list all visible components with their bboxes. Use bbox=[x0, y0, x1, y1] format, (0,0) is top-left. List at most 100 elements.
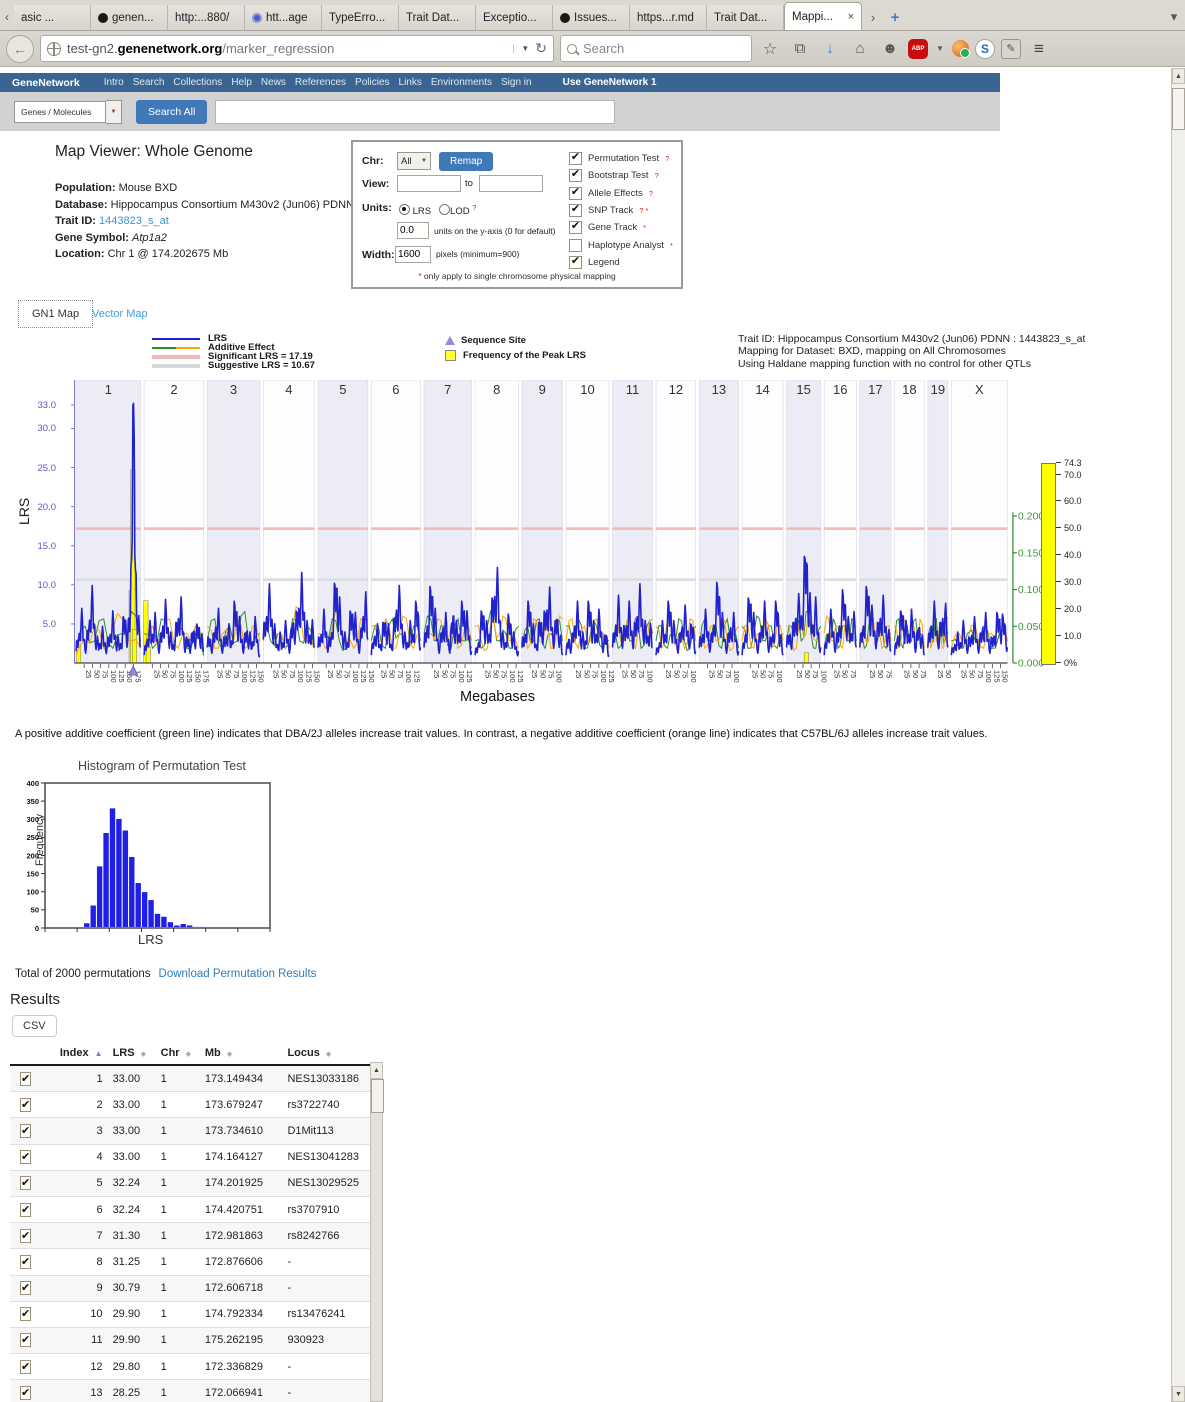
table-scrollbar[interactable]: ▲ bbox=[370, 1062, 384, 1402]
column-header-chr[interactable]: Chr ◆ bbox=[160, 1047, 192, 1059]
scroll-up-icon[interactable]: ▲ bbox=[1172, 68, 1185, 84]
table-row[interactable]: ✔ 9 30.79 1 172.606718- bbox=[10, 1275, 370, 1302]
row-checkbox-icon[interactable]: ✔ bbox=[20, 1176, 32, 1191]
home-icon[interactable]: ⌂ bbox=[855, 40, 865, 57]
option-bootstrap-test[interactable]: ✔ Bootstrap Test? bbox=[569, 168, 659, 183]
checkbox-icon[interactable] bbox=[569, 238, 582, 252]
nav-link-collections[interactable]: Collections bbox=[173, 77, 223, 88]
option-snp-track[interactable]: ✔ SNP Track? * bbox=[569, 203, 649, 218]
nav-link-environments[interactable]: Environments bbox=[430, 77, 493, 88]
reload-icon[interactable]: ↻ bbox=[535, 40, 547, 56]
downloads-icon[interactable]: ↓ bbox=[826, 40, 834, 57]
table-row[interactable]: ✔ 1 33.00 1 173.149434 NES13033186 bbox=[10, 1066, 370, 1093]
view-to-input[interactable] bbox=[479, 175, 543, 192]
new-tab-button[interactable]: + bbox=[890, 8, 900, 26]
table-row[interactable]: ✔ 12 29.80 1 172.336829- bbox=[10, 1354, 370, 1381]
site-identity-icon[interactable] bbox=[47, 41, 61, 56]
table-row[interactable]: ✔ 8 31.25 1 172.876606- bbox=[10, 1249, 370, 1276]
row-checkbox-icon[interactable]: ✔ bbox=[20, 1385, 32, 1400]
trait-id-link[interactable]: 1443823_s_at bbox=[99, 215, 169, 227]
tab-vector-map[interactable]: Vector Map bbox=[92, 308, 148, 320]
column-header-index[interactable]: Index ▲ bbox=[59, 1047, 103, 1059]
table-row[interactable]: ✔ 5 32.24 1 174.201925 NES13029525 bbox=[10, 1170, 370, 1197]
table-scrollbar-thumb[interactable] bbox=[371, 1079, 384, 1113]
row-checkbox-icon[interactable]: ✔ bbox=[20, 1281, 32, 1296]
nav-link-intro[interactable]: Intro bbox=[103, 77, 124, 88]
nav-link-links[interactable]: Links bbox=[398, 77, 422, 88]
table-row[interactable]: ✔ 7 31.30 1 172.981863 rs8242766 bbox=[10, 1223, 370, 1250]
browser-tab-7[interactable]: Exceptio... bbox=[476, 5, 553, 30]
option-permutation-test[interactable]: ✔ Permutation Test? bbox=[569, 151, 670, 166]
search-all-button[interactable]: Search All bbox=[136, 99, 208, 124]
checkbox-icon[interactable]: ✔ bbox=[569, 185, 582, 200]
browser-tab-8[interactable]: Issues... bbox=[553, 5, 630, 30]
row-checkbox-icon[interactable]: ✔ bbox=[20, 1359, 32, 1374]
column-header-locus[interactable]: Locus ◆ bbox=[287, 1047, 332, 1059]
row-checkbox-icon[interactable]: ✔ bbox=[20, 1333, 32, 1348]
row-checkbox-icon[interactable]: ✔ bbox=[20, 1228, 32, 1243]
page-scrollbar[interactable]: ▲ ▼ bbox=[1171, 68, 1185, 1402]
row-checkbox-icon[interactable]: ✔ bbox=[20, 1307, 32, 1322]
search-category-select[interactable]: Genes / Molecules bbox=[14, 100, 106, 123]
checkbox-icon[interactable]: ✔ bbox=[569, 203, 582, 218]
menu-hamburger-icon[interactable]: ≡ bbox=[1034, 38, 1044, 58]
row-checkbox-icon[interactable]: ✔ bbox=[20, 1202, 32, 1217]
option-legend[interactable]: ✔ Legend bbox=[569, 254, 620, 269]
nav-link-references[interactable]: References bbox=[294, 77, 347, 88]
row-checkbox-icon[interactable]: ✔ bbox=[20, 1097, 32, 1112]
width-input[interactable] bbox=[395, 246, 431, 263]
chat-icon[interactable]: ☻ bbox=[882, 40, 898, 57]
tab-scroll-left-icon[interactable]: ‹ bbox=[5, 10, 9, 24]
gn-brand[interactable]: GeneNetwork bbox=[12, 76, 80, 89]
browser-tab-6[interactable]: Trait Dat... bbox=[399, 5, 476, 30]
use-genenetwork1-link[interactable]: Use GeneNetwork 1 bbox=[562, 77, 657, 88]
lrs-radio[interactable] bbox=[399, 204, 410, 215]
site-search-input[interactable] bbox=[215, 99, 616, 124]
browser-tab-5[interactable]: TypeErro... bbox=[322, 5, 399, 30]
adblock-caret-icon[interactable]: ▼ bbox=[936, 44, 944, 53]
table-row[interactable]: ✔ 2 33.00 1 173.679247 rs3722740 bbox=[10, 1092, 370, 1119]
url-dropdown-caret-icon[interactable]: ▼ bbox=[513, 44, 529, 53]
browser-search-field[interactable]: Search bbox=[560, 35, 752, 62]
page-scrollbar-thumb[interactable] bbox=[1172, 88, 1185, 130]
browser-tab-4[interactable]: htt...age bbox=[245, 5, 322, 30]
table-scroll-up-icon[interactable]: ▲ bbox=[371, 1063, 382, 1079]
table-row[interactable]: ✔ 10 29.90 1 174.792334 rs13476241 bbox=[10, 1302, 370, 1328]
table-row[interactable]: ✔ 6 32.24 1 174.420751 rs3707910 bbox=[10, 1197, 370, 1224]
y-units-input[interactable] bbox=[397, 222, 429, 239]
browser-tab-1[interactable]: asic ... bbox=[14, 5, 91, 30]
tab-close-icon[interactable]: × bbox=[847, 10, 854, 23]
s-addon-icon[interactable]: S bbox=[975, 38, 995, 59]
checkbox-icon[interactable]: ✔ bbox=[569, 254, 582, 269]
checkbox-icon[interactable]: ✔ bbox=[569, 168, 582, 183]
browser-tab-10[interactable]: Trait Dat... bbox=[707, 5, 784, 30]
browser-tab-11[interactable]: Mappi... × bbox=[784, 2, 862, 30]
nav-link-news[interactable]: News bbox=[260, 77, 286, 88]
browser-tab-9[interactable]: https...r.md bbox=[630, 5, 707, 30]
option-gene-track[interactable]: ✔ Gene Track * bbox=[569, 220, 647, 235]
row-checkbox-icon[interactable]: ✔ bbox=[20, 1123, 32, 1138]
tab-gn1-map[interactable]: GN1 Map bbox=[18, 300, 94, 328]
nav-link-sign-in[interactable]: Sign in bbox=[501, 77, 532, 88]
bookmarks-menu-icon[interactable]: ⧉ bbox=[794, 40, 806, 57]
view-from-input[interactable] bbox=[397, 175, 461, 192]
genome-scan-chart[interactable]: 1 25 50 75 100 125 150 175 2 25 50 75 100 125 150 175 3 2… bbox=[60, 379, 1060, 715]
edit-addon-icon[interactable]: ✎ bbox=[1001, 38, 1021, 59]
adblock-icon[interactable]: ABP bbox=[908, 38, 928, 59]
csv-button[interactable]: CSV bbox=[12, 1015, 57, 1037]
tab-list-caret-icon[interactable]: ▾ bbox=[1170, 9, 1178, 24]
column-header-lrs[interactable]: LRS ◆ bbox=[112, 1047, 147, 1059]
nav-link-policies[interactable]: Policies bbox=[355, 77, 390, 88]
scroll-down-icon[interactable]: ▼ bbox=[1172, 1386, 1185, 1402]
table-row[interactable]: ✔ 3 33.00 1 173.734610 D1Mit113 bbox=[10, 1118, 370, 1145]
tab-scroll-right-icon[interactable]: › bbox=[870, 9, 876, 25]
url-bar[interactable]: test-gn2.genenetwork.org/marker_regressi… bbox=[40, 35, 554, 62]
nav-link-search[interactable]: Search bbox=[132, 77, 165, 88]
chr-select[interactable]: All ▼ bbox=[397, 152, 431, 170]
browser-tab-3[interactable]: http:...880/ bbox=[168, 5, 245, 30]
row-checkbox-icon[interactable]: ✔ bbox=[20, 1071, 32, 1086]
table-row[interactable]: ✔ 4 33.00 1 174.164127 NES13041283 bbox=[10, 1145, 370, 1171]
option-haplotype-analyst[interactable]: Haplotype Analyst * bbox=[569, 236, 673, 253]
row-checkbox-icon[interactable]: ✔ bbox=[20, 1254, 32, 1269]
row-checkbox-icon[interactable]: ✔ bbox=[20, 1150, 32, 1165]
